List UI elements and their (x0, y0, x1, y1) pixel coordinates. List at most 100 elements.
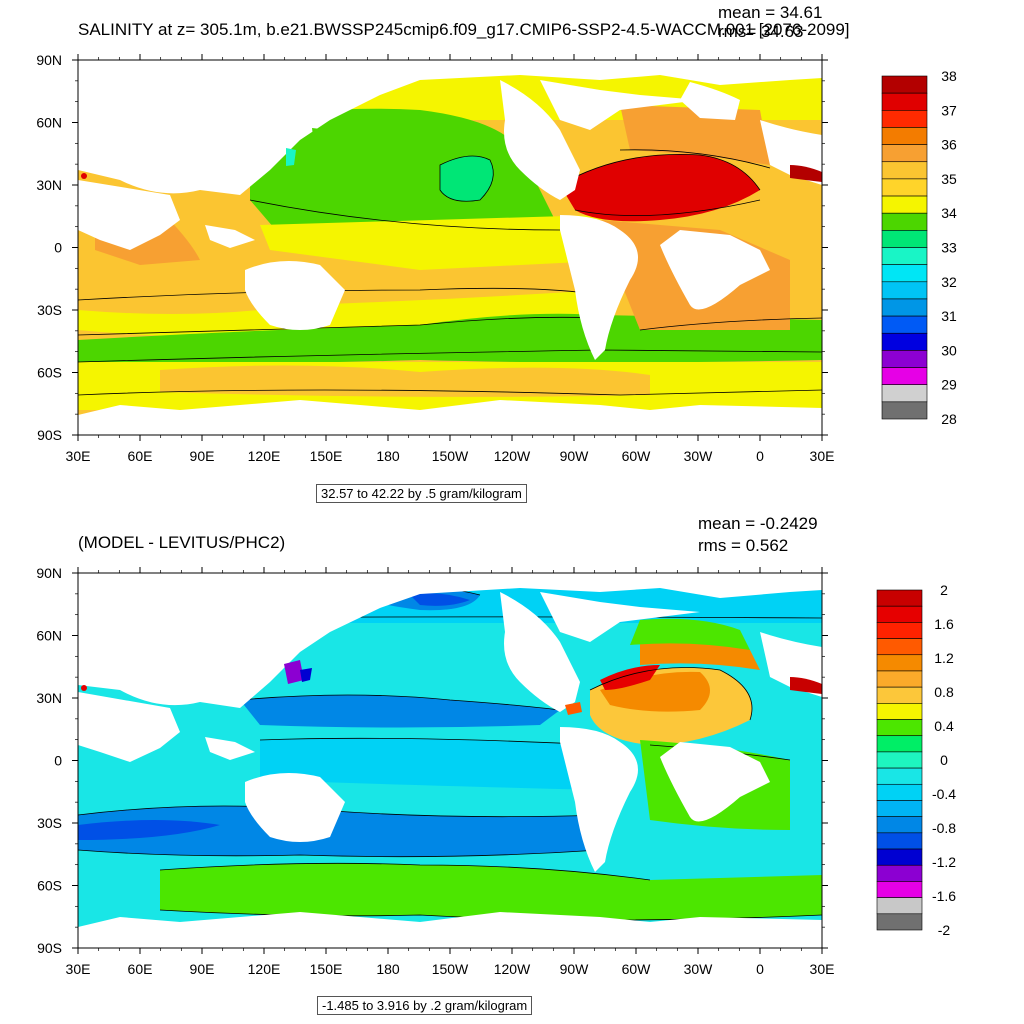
top-x-tick-label: 90W (560, 448, 590, 464)
bottom-colorbar-swatch (876, 589, 923, 607)
top-y-tick-label: 0 (54, 240, 62, 256)
bottom-colorbar-swatch (876, 897, 923, 915)
bottom-colorbar-swatch (876, 605, 923, 623)
bottom-colorbar-swatch (876, 864, 923, 882)
top-colorbar-label: 37 (941, 102, 957, 118)
southern-ocean-band (78, 313, 822, 365)
north-atlantic-high-salinity (560, 154, 760, 222)
top-y-tick-label: 60N (36, 115, 62, 131)
top-colorbar-swatch (881, 110, 928, 128)
top-x-tick-label: 30W (684, 448, 714, 464)
bottom-colorbar-swatch (876, 719, 923, 737)
bottom-colorbar-label: 2 (940, 582, 948, 598)
bottom-colorbar-swatch (876, 735, 923, 753)
bottom-colorbar-label: 1.2 (934, 650, 954, 666)
bottom-x-tick-label: 30W (684, 961, 714, 977)
top-x-tick-label: 90E (190, 448, 215, 464)
bottom-mean-label: mean = -0.2429 (698, 514, 818, 533)
north-pacific-negative (240, 695, 560, 728)
bottom-colorbar-swatch (876, 881, 923, 898)
bottom-colorbar-swatch (876, 622, 923, 639)
top-y-tick-label: 90N (36, 52, 62, 68)
bottom-colorbar-swatch (876, 703, 923, 720)
bottom-colorbar-swatch (876, 670, 923, 688)
top-colorbar-swatch (881, 281, 928, 300)
top-colorbar-label: 36 (941, 137, 957, 153)
top-colorbar-swatch (881, 75, 928, 94)
bottom-axes: 30E 60E 90E 120E 150E 180 150W 120W 90W 60W 30W 0 30… (36, 565, 834, 977)
top-colorbar-label: 31 (941, 308, 957, 324)
top-colorbar-label: 35 (941, 171, 957, 187)
top-colorbar-swatch (881, 384, 928, 403)
top-colorbar-swatch (881, 247, 928, 265)
antarctic-positive-band (160, 863, 822, 920)
bottom-colorbar-swatch (876, 783, 923, 801)
top-axes: 30E 60E 90E 120E 150E 180 150W 120W 90W 60W 30W 0 30… (36, 52, 834, 464)
bottom-colorbar: 2 1.6 1.2 0.8 0.4 0 -0.4 -0.8 -1.2 -1.6 -2 (876, 582, 956, 938)
top-colorbar-label: 29 (941, 377, 957, 393)
top-colorbar-swatch (881, 144, 928, 163)
bottom-y-tick-label: 30S (37, 815, 62, 831)
bottom-colorbar-swatch (876, 832, 923, 850)
bottom-colorbar-swatch (876, 816, 923, 834)
top-colorbar-swatch (881, 315, 928, 334)
bottom-x-tick-label: 60W (622, 961, 652, 977)
bottom-colorbar-swatch (876, 800, 923, 817)
bottom-colorbar-label: -0.4 (932, 786, 956, 802)
bottom-colorbar-label: 1.6 (934, 616, 954, 632)
top-salinity-field (78, 60, 822, 435)
top-colorbar-swatch (881, 178, 928, 197)
bottom-x-tick-label: 90E (190, 961, 215, 977)
north-pacific-core (440, 156, 494, 202)
top-map-title: SALINITY at z= 305.1m, b.e21.BWSSP245cmi… (78, 20, 850, 39)
top-colorbar-swatch (881, 298, 928, 317)
top-colorbar-swatch (881, 332, 928, 351)
bottom-colorbar-label: 0.4 (934, 718, 954, 734)
bottom-colorbar-label: -2 (938, 922, 951, 938)
top-colorbar-swatch (881, 92, 928, 111)
bottom-y-tick-label: 90S (37, 940, 62, 956)
top-colorbar-swatch (881, 350, 928, 368)
top-colorbar-swatch (881, 401, 928, 420)
bottom-x-tick-label: 150W (432, 961, 469, 977)
bottom-colorbar-swatch (876, 913, 923, 931)
top-x-tick-label: 30E (66, 448, 91, 464)
top-x-tick-label: 150W (432, 448, 469, 464)
top-x-tick-label: 60W (622, 448, 652, 464)
bottom-x-tick-label: 120E (248, 961, 281, 977)
top-x-tick-label: 150E (310, 448, 343, 464)
top-x-tick-label: 180 (376, 448, 400, 464)
top-mean-label: mean = 34.61 (718, 3, 823, 22)
bottom-y-tick-label: 90N (36, 565, 62, 581)
bottom-x-tick-label: 30E (810, 961, 835, 977)
top-y-tick-label: 60S (37, 365, 62, 381)
top-contour-info: 32.57 to 42.22 by .5 gram/kilogram (316, 484, 527, 503)
bottom-colorbar-swatch (876, 686, 923, 704)
top-colorbar: 38 37 36 35 34 33 32 31 30 29 28 (881, 68, 957, 427)
top-x-tick-label: 120W (494, 448, 531, 464)
bottom-x-tick-label: 30E (66, 961, 91, 977)
top-colorbar-label: 33 (941, 240, 957, 256)
top-colorbar-swatch (881, 264, 928, 283)
top-colorbar-label: 34 (941, 205, 957, 221)
top-colorbar-label: 28 (941, 411, 957, 427)
bottom-x-tick-label: 90W (560, 961, 590, 977)
bottom-colorbar-label: 0 (940, 752, 948, 768)
top-x-tick-label: 30E (810, 448, 835, 464)
bottom-map-title: (MODEL - LEVITUS/PHC2) (78, 533, 286, 552)
top-colorbar-swatch (881, 127, 928, 145)
bottom-colorbar-swatch (876, 767, 923, 785)
top-colorbar-label: 38 (941, 68, 957, 84)
top-colorbar-label: 30 (941, 342, 957, 358)
top-colorbar-swatch (881, 230, 928, 248)
bottom-colorbar-label: -1.6 (932, 888, 956, 904)
top-y-tick-label: 30N (36, 177, 62, 193)
bottom-colorbar-swatch (876, 751, 923, 769)
top-x-tick-label: 120E (248, 448, 281, 464)
bottom-rms-label: rms = 0.562 (698, 536, 789, 555)
bottom-difference-field (78, 573, 822, 948)
top-x-tick-label: 60E (128, 448, 153, 464)
southern-negative-band (78, 806, 600, 857)
bottom-colorbar-label: -1.2 (932, 854, 956, 870)
